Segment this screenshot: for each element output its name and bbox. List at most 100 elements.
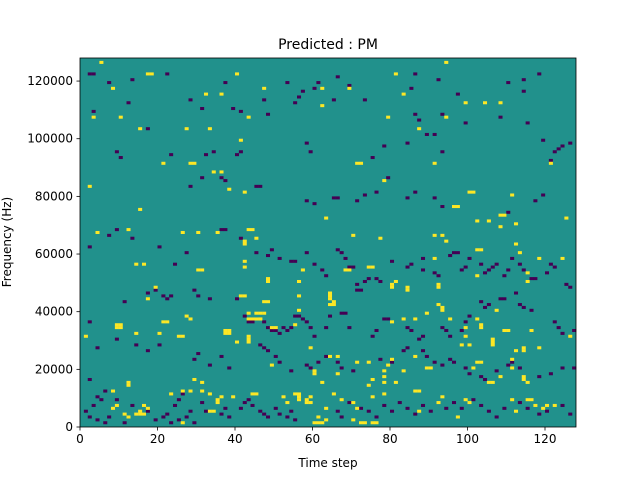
heatmap-cell-low xyxy=(312,334,317,338)
heatmap-cell-high xyxy=(413,317,418,321)
heatmap-cell-low xyxy=(122,421,127,425)
heatmap-cell-low xyxy=(440,326,445,330)
heatmap-cell-low xyxy=(207,363,212,367)
heatmap-cell-high xyxy=(351,401,356,405)
heatmap-cell-high xyxy=(347,86,352,90)
heatmap-cell-low xyxy=(459,406,464,410)
heatmap-cell-low xyxy=(304,141,309,145)
heatmap-cell-low xyxy=(413,72,418,76)
heatmap-cell-low xyxy=(347,83,352,87)
heatmap-cell-high xyxy=(328,294,333,298)
heatmap-cell-high xyxy=(467,190,472,194)
heatmap-cell-low xyxy=(525,406,530,410)
heatmap-cell-low xyxy=(308,150,313,154)
heatmap-cell-low xyxy=(521,268,526,272)
heatmap-cell-low xyxy=(145,291,150,295)
heatmap-cell-high xyxy=(126,383,131,387)
heatmap-cell-low xyxy=(552,150,557,154)
x-axis-label: Time step xyxy=(297,456,357,470)
heatmap-cell-low xyxy=(289,409,294,413)
heatmap-cell-low xyxy=(293,418,298,422)
heatmap-cell-low xyxy=(502,406,507,410)
plot-frame xyxy=(79,57,577,428)
heatmap-cell-high xyxy=(297,392,302,396)
heatmap-cell-low xyxy=(397,401,402,405)
heatmap-cell-low xyxy=(262,320,267,324)
heatmap-cell-low xyxy=(324,326,329,330)
heatmap-cell-high xyxy=(486,380,491,384)
heatmap-cell-low xyxy=(192,357,197,361)
heatmap-cell-low xyxy=(165,412,170,416)
heatmap-cell-low xyxy=(405,265,410,269)
heatmap-cell-high xyxy=(552,403,557,407)
heatmap-cell-high xyxy=(564,216,569,220)
heatmap-cell-low xyxy=(362,193,367,197)
heatmap-cell-high xyxy=(510,398,515,402)
heatmap-cell-low xyxy=(440,150,445,154)
heatmap-cell-low xyxy=(556,326,561,330)
heatmap-cell-low xyxy=(114,398,119,402)
heatmap-cell-high xyxy=(525,271,530,275)
heatmap-cell-high xyxy=(180,334,185,338)
heatmap-cell-high xyxy=(390,282,395,286)
heatmap-cell-high xyxy=(463,398,468,402)
heatmap-cell-low xyxy=(479,262,484,266)
heatmap-cell-low xyxy=(362,98,367,102)
heatmap-cell-high xyxy=(304,398,309,402)
heatmap-cell-low xyxy=(382,317,387,321)
heatmap-cell-high xyxy=(223,328,228,333)
heatmap-cell-low xyxy=(486,409,491,413)
heatmap-cell-low xyxy=(304,251,309,255)
heatmap-cell-high xyxy=(393,72,398,76)
heatmap-cell-low xyxy=(83,409,88,413)
heatmap-cell-high xyxy=(517,251,522,255)
heatmap-cell-high xyxy=(118,326,123,330)
heatmap-cell-low xyxy=(560,403,565,407)
heatmap-cell-high xyxy=(200,389,205,393)
heatmap-cell-low xyxy=(188,409,193,413)
heatmap-cell-high xyxy=(401,317,406,321)
heatmap-cell-low xyxy=(211,150,216,154)
heatmap-cell-high xyxy=(293,392,298,396)
heatmap-cell-low xyxy=(525,121,530,125)
heatmap-cell-low xyxy=(529,308,534,312)
heatmap-cell-low xyxy=(413,112,418,116)
heatmap-cell-high xyxy=(510,357,515,361)
heatmap-cell-low xyxy=(374,190,379,194)
heatmap-cell-high xyxy=(452,205,457,209)
heatmap-cell-low xyxy=(95,346,100,350)
heatmap-cell-high xyxy=(514,242,519,246)
heatmap-cell-low xyxy=(238,150,243,154)
heatmap-cell-low xyxy=(560,366,565,370)
heatmap-cell-low xyxy=(517,303,522,307)
heatmap-cell-low xyxy=(343,256,348,260)
heatmap-cell-low xyxy=(467,314,472,318)
heatmap-cell-low xyxy=(463,320,468,324)
heatmap-cell-high xyxy=(405,285,410,289)
heatmap-cell-low xyxy=(545,271,550,275)
heatmap-cell-low xyxy=(545,409,550,413)
heatmap-cell-low xyxy=(87,415,92,419)
heatmap-cell-low xyxy=(235,153,240,157)
heatmap-cell-high xyxy=(157,331,162,335)
heatmap-cell-low xyxy=(293,259,298,263)
heatmap-cell-high xyxy=(521,377,526,382)
heatmap-cell-high xyxy=(95,230,100,234)
heatmap-cell-low xyxy=(521,89,526,93)
heatmap-cell-low xyxy=(366,277,371,281)
heatmap-cell-low xyxy=(506,363,511,367)
heatmap-cell-low xyxy=(308,366,313,370)
heatmap-cell-low xyxy=(459,328,464,333)
heatmap-cell-low xyxy=(479,300,484,304)
heatmap-cell-low xyxy=(494,415,499,419)
heatmap-cell-low xyxy=(196,352,201,356)
heatmap-cell-low xyxy=(452,251,457,255)
heatmap-cell-low xyxy=(169,421,174,425)
heatmap-cell-high xyxy=(417,389,422,393)
heatmap-cell-high xyxy=(250,228,255,232)
heatmap-cell-low xyxy=(471,398,476,402)
heatmap-cell-high xyxy=(390,285,395,289)
heatmap-cell-high xyxy=(355,360,360,364)
heatmap-cell-high xyxy=(153,285,158,289)
